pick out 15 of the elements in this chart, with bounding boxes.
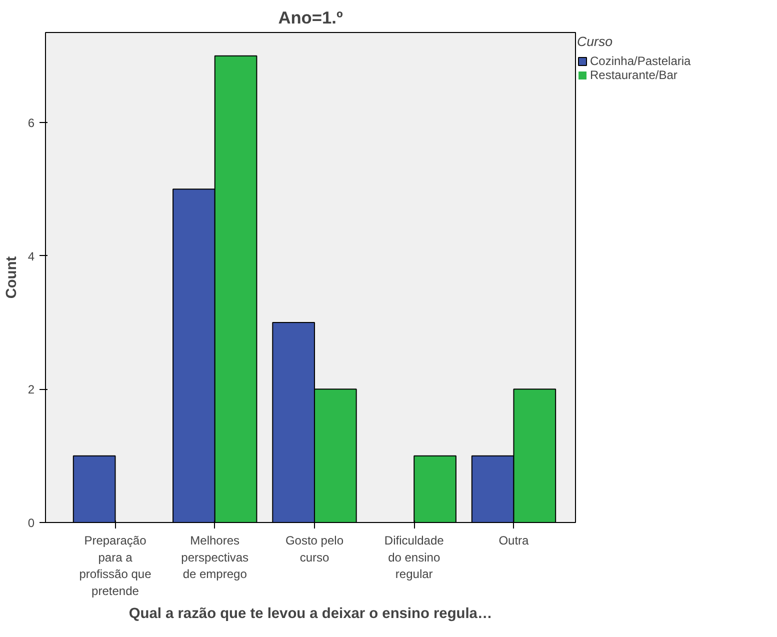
x-tick-label: Melhores perspectivas de emprego — [181, 534, 249, 582]
y-tick-label: 0 — [28, 516, 35, 530]
legend-label: Restaurante/Bar — [590, 68, 678, 82]
x-axis-title: Qual a razão que te levou a deixar o ensino regula… — [128, 606, 492, 622]
y-tick-label: 6 — [28, 116, 35, 130]
x-tick-label: Preparação para a profissão que pretende — [79, 534, 152, 598]
chart-title: Ano=1.º — [278, 8, 344, 28]
x-tick-label: Dificuldade do ensino regular — [384, 534, 444, 582]
x-tick-label: Outra — [498, 534, 530, 548]
legend-label: Cozinha/Pastelaria — [590, 54, 691, 68]
y-tick-label: 2 — [28, 382, 35, 397]
legend-title: Curso — [577, 34, 614, 49]
x-tick-label: Gosto pelo curso — [285, 534, 344, 564]
y-axis-title: Count — [4, 256, 20, 299]
y-tick-label: 4 — [28, 249, 35, 264]
